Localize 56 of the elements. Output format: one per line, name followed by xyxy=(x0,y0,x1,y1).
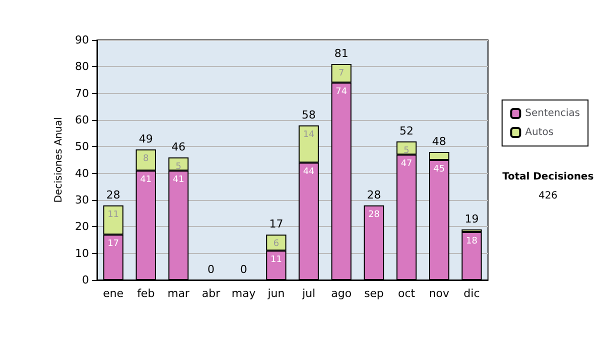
total-label: 46 xyxy=(171,140,186,154)
data-label: 41 xyxy=(172,175,184,186)
x-tick-label: abr xyxy=(202,287,221,300)
text: Total Decisiones xyxy=(502,172,594,182)
total-label: 52 xyxy=(400,124,414,138)
y-tick-label: 70 xyxy=(75,86,89,100)
data-label: 8 xyxy=(143,154,150,164)
total-label: 58 xyxy=(302,108,316,122)
y-tick-label: 20 xyxy=(75,220,89,234)
total-label: 28 xyxy=(366,188,381,202)
data-label: 41 xyxy=(140,175,152,186)
legend-label: Autos xyxy=(525,127,554,138)
y-tick-label: 50 xyxy=(75,140,89,154)
data-label: 47 xyxy=(400,159,412,170)
y-tick-label: 40 xyxy=(75,166,89,180)
y-axis-title: Decisiones Anual xyxy=(54,117,65,203)
data-label: 74 xyxy=(336,87,348,98)
x-tick-label: nov xyxy=(429,287,450,300)
data-label: 44 xyxy=(303,167,315,178)
data-label: 5 xyxy=(176,162,182,172)
data-label: 14 xyxy=(303,130,315,140)
x-tick-label: jun xyxy=(266,287,285,300)
y-tick-label: 30 xyxy=(75,194,89,206)
x-tick-label: ago xyxy=(331,287,352,300)
total-label: 17 xyxy=(269,218,284,231)
x-tick-label: jul xyxy=(301,287,316,300)
total-label: 0 xyxy=(240,263,248,276)
y-tick-label: 80 xyxy=(75,60,89,74)
data-label: 6 xyxy=(273,239,280,250)
data-label: 5 xyxy=(404,146,410,156)
data-label: 28 xyxy=(368,210,380,220)
x-tick-label: may xyxy=(232,287,256,300)
x-tick-label: oct xyxy=(398,287,416,300)
total-label: 0 xyxy=(208,263,215,276)
x-tick-label: feb xyxy=(137,287,155,300)
y-tick-label: 0 xyxy=(82,274,89,286)
legend-label: Sentencias xyxy=(525,108,580,119)
total-label: 81 xyxy=(334,47,348,60)
total-label: 48 xyxy=(432,135,446,148)
y-tick-label: 60 xyxy=(75,114,89,126)
data-label: 18 xyxy=(466,236,478,246)
data-label: 17 xyxy=(108,239,120,250)
data-label: 45 xyxy=(433,164,445,174)
x-tick-label: mar xyxy=(167,287,190,300)
total-label: 49 xyxy=(138,132,153,146)
x-tick-label: ene xyxy=(103,287,124,300)
x-tick-label: sep xyxy=(364,287,384,300)
y-tick-label: 90 xyxy=(75,34,89,46)
y-tick-label: 10 xyxy=(75,246,89,260)
text: 426 xyxy=(538,190,558,202)
data-label: 11 xyxy=(270,255,282,266)
data-label: 7 xyxy=(338,68,344,78)
total-label: 19 xyxy=(464,212,479,226)
data-label: 11 xyxy=(108,210,120,220)
total-label: 28 xyxy=(106,188,120,202)
x-tick-label: dic xyxy=(464,287,480,300)
